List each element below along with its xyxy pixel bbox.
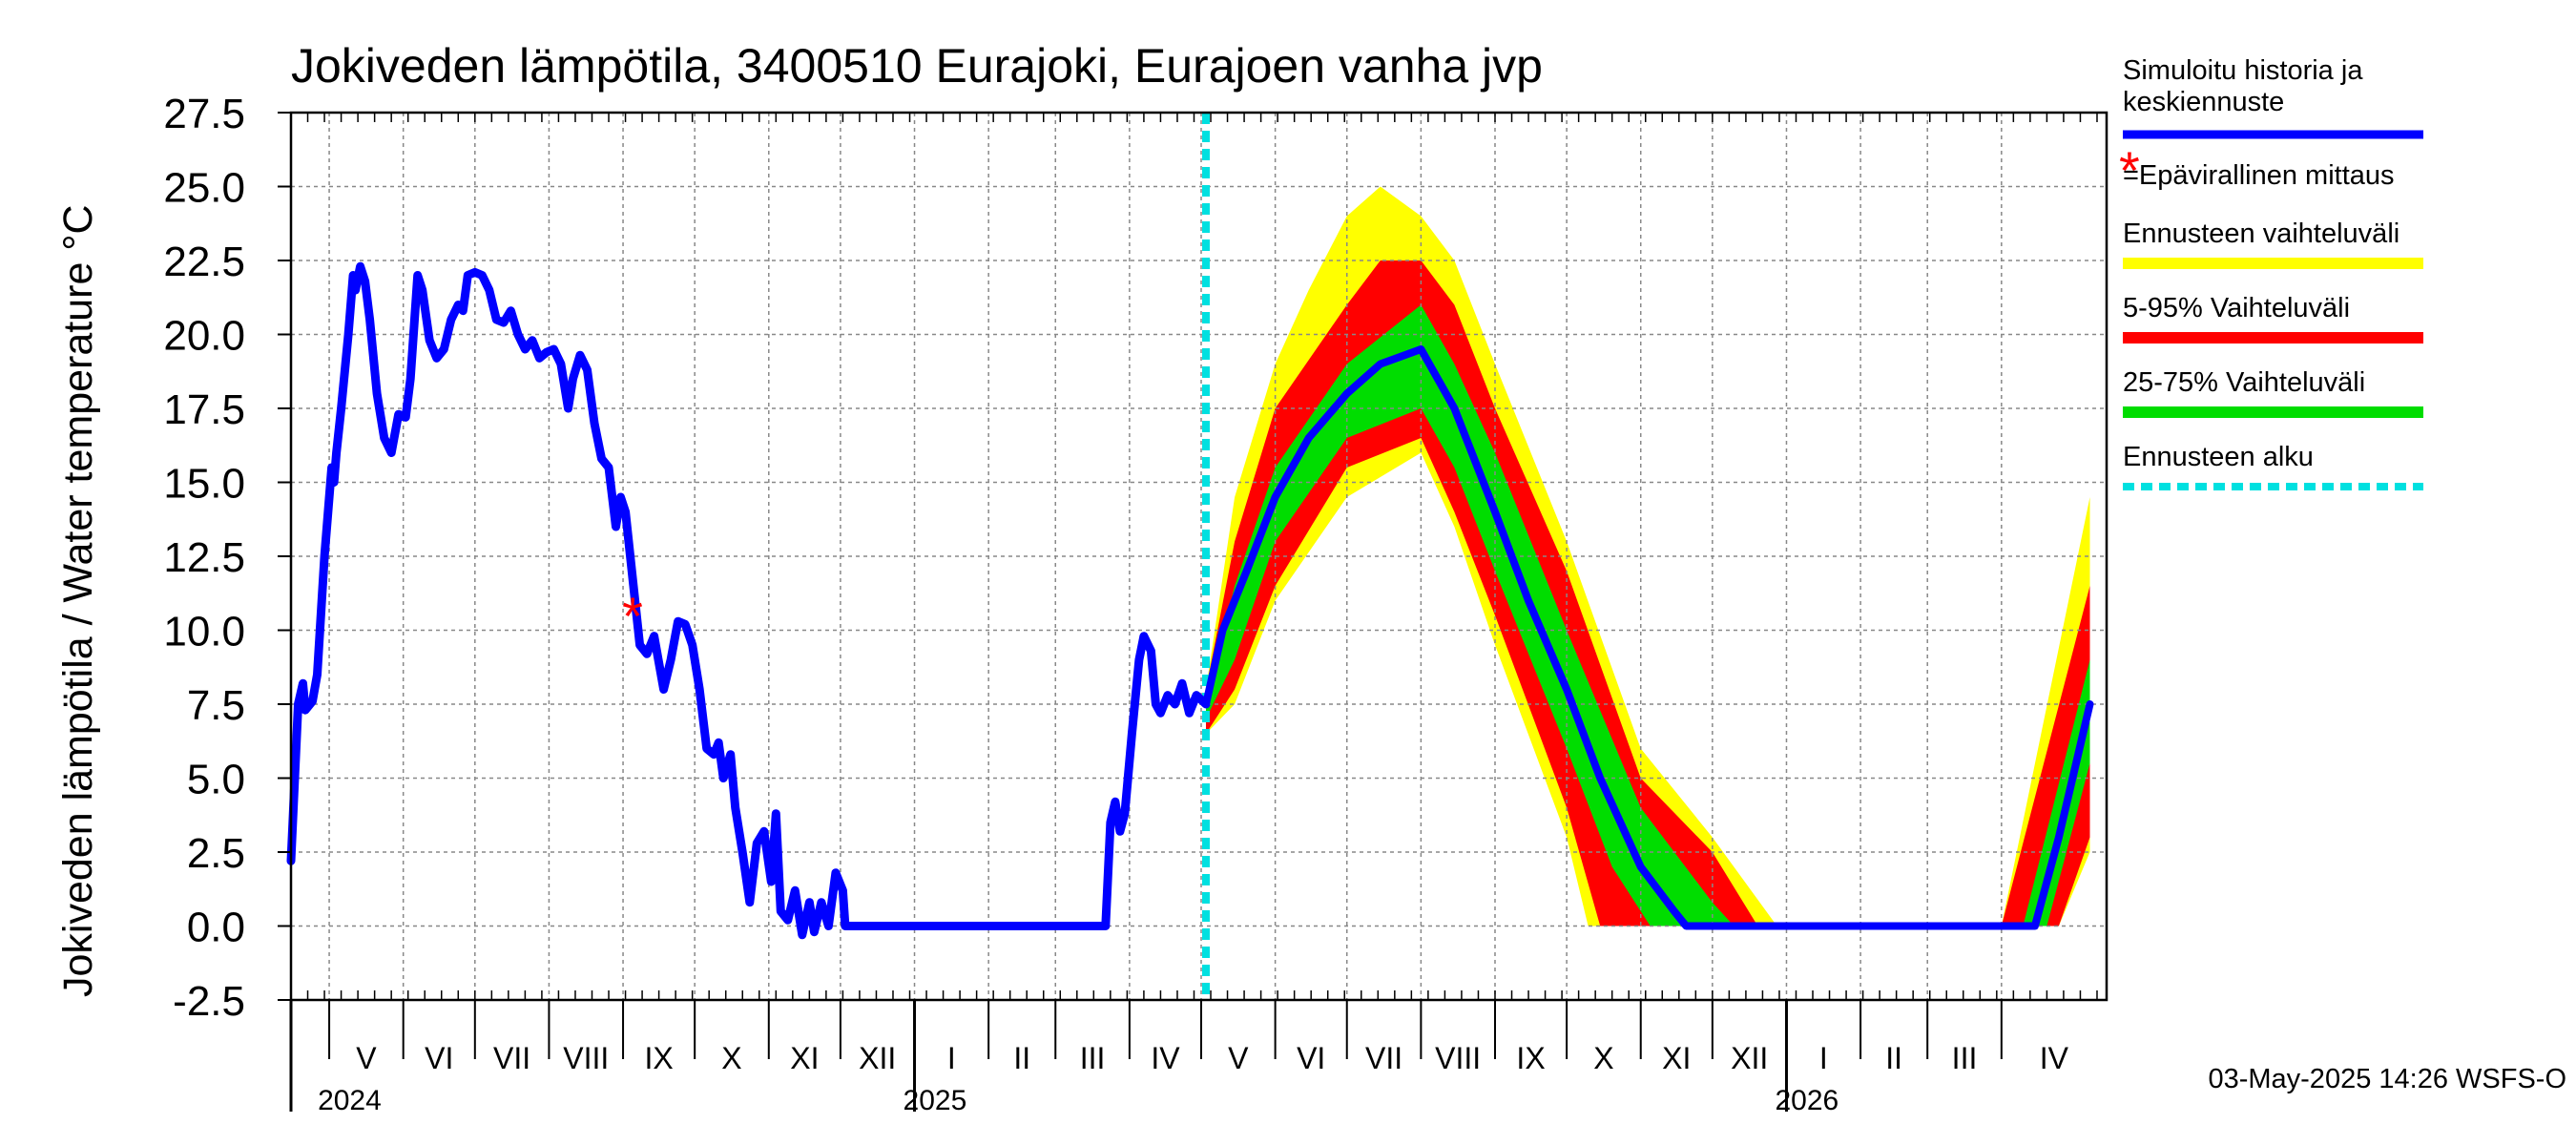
month-label: VI (425, 1041, 453, 1075)
y-tick-label: 12.5 (163, 534, 245, 581)
month-label: XII (859, 1041, 896, 1075)
y-tick-label: 20.0 (163, 313, 245, 360)
month-label: II (1013, 1041, 1030, 1075)
month-label: X (1593, 1041, 1613, 1075)
month-label: IV (2040, 1041, 2069, 1075)
y-tick-label: 7.5 (187, 682, 245, 729)
y-tick-label: 22.5 (163, 239, 245, 285)
history-line (286, 261, 1211, 940)
forecast-median-line (1202, 345, 2094, 930)
legend-label-25-75: 25-75% Vaihteluväli (2123, 367, 2365, 398)
month-label: II (1885, 1041, 1902, 1075)
plot-frame (289, 111, 2109, 1002)
month-label: VIII (563, 1041, 609, 1075)
y-tick-label: 10.0 (163, 609, 245, 656)
y-tick-label: 15.0 (163, 461, 245, 508)
y-axis-label: Jokiveden lämpötila / Water temperature … (55, 204, 101, 997)
unofficial-measurement-marker: * (622, 586, 643, 646)
month-label: IX (1516, 1041, 1545, 1075)
band-5-95 (1206, 260, 2090, 926)
legend-label-history-line2: keskiennuste (2123, 87, 2284, 117)
y-tick-label: 0.0 (187, 905, 245, 951)
legend-star-marker: * (2119, 140, 2140, 200)
year-label: 2026 (1775, 1085, 1839, 1116)
legend-label-forecast-start: Ennusteen alku (2123, 442, 2314, 472)
y-tick-label: 2.5 (187, 830, 245, 877)
forecast-bands (1206, 186, 2090, 926)
month-label: IV (1151, 1041, 1180, 1075)
month-label: III (1080, 1041, 1106, 1075)
month-label: III (1952, 1041, 1978, 1075)
y-tick-label: 27.5 (163, 91, 245, 137)
y-tick-label: 25.0 (163, 165, 245, 212)
legend-label-5-95: 5-95% Vaihteluväli (2123, 293, 2350, 323)
x-axis-labels: V VI VII VIII IX X XI XII I II III IV V VI VII VIII IX X X… (318, 1041, 2069, 1116)
legend-label-history-line1: Simuloitu historia ja (2123, 55, 2363, 86)
month-label: IX (644, 1041, 673, 1075)
footer-timestamp: 03-May-2025 14:26 WSFS-O (2208, 1064, 2566, 1094)
y-axis-labels: 27.5 25.0 22.5 20.0 17.5 15.0 12.5 10.0 7.5 5.0 2.… (163, 91, 245, 1025)
axes (278, 111, 2109, 1112)
y-tick-label: 5.0 (187, 757, 245, 803)
month-label: X (721, 1041, 741, 1075)
chart-title: Jokiveden lämpötila, 3400510 Eurajoki, E… (291, 39, 1543, 93)
year-label: 2024 (318, 1085, 382, 1116)
month-label: V (356, 1041, 377, 1075)
series-lines: * (286, 113, 2094, 1000)
legend-label-unofficial: =Epävirallinen mittaus (2123, 160, 2395, 191)
year-label: 2025 (904, 1085, 967, 1116)
month-label: I (947, 1041, 956, 1075)
month-label: XI (1662, 1041, 1691, 1075)
month-label: VII (1365, 1041, 1402, 1075)
y-tick-label: 17.5 (163, 386, 245, 433)
month-label: XII (1731, 1041, 1768, 1075)
month-label: I (1819, 1041, 1828, 1075)
grid-lines (291, 112, 2107, 1001)
month-label: XI (790, 1041, 819, 1075)
y-tick-label: -2.5 (173, 978, 245, 1025)
month-label: VI (1297, 1041, 1325, 1075)
month-label: VII (493, 1041, 530, 1075)
month-label: V (1228, 1041, 1249, 1075)
legend-label-range: Ennusteen vaihteluväli (2123, 219, 2399, 249)
month-label: VIII (1435, 1041, 1481, 1075)
